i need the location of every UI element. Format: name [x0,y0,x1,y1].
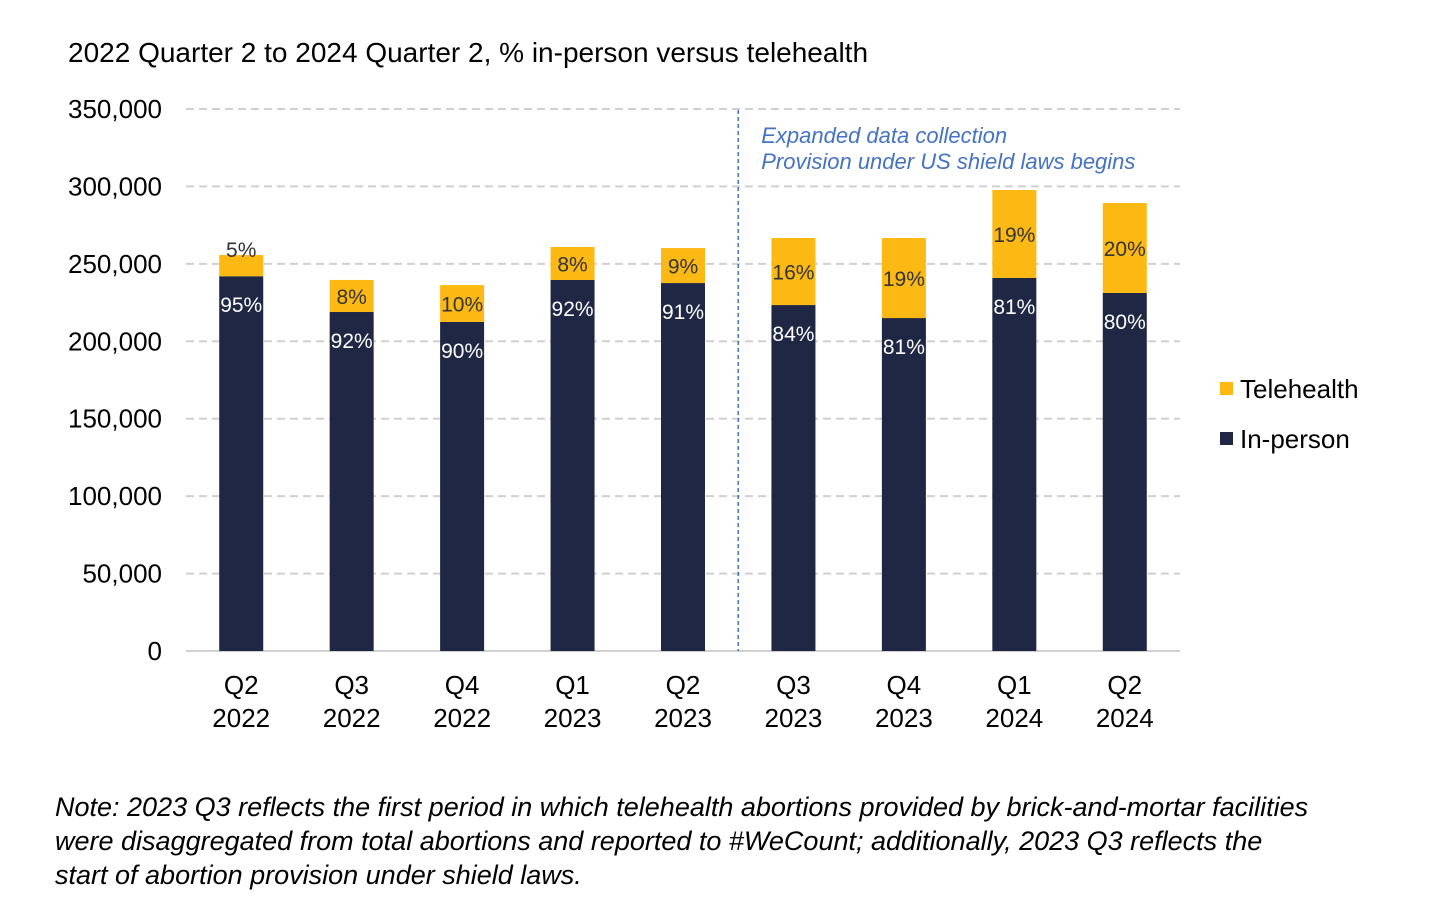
x-tick-label-quarter: Q2 [224,670,259,700]
x-tick-label-quarter: Q1 [555,670,590,700]
x-tick-label-quarter: Q2 [1107,670,1142,700]
in-person-data-label: 92% [552,298,594,321]
x-tick-label-year: 2024 [985,703,1043,733]
bar-in-person [550,279,595,651]
bar-in-person [661,283,705,651]
x-tick-label-year: 2023 [654,703,712,733]
y-axis-ticks: 0 50,000 100,000 150,000 200,000 250,000 300,0… [68,94,162,666]
legend-swatch-in-person [1220,432,1233,445]
telehealth-data-label: 9% [668,256,698,279]
telehealth-data-label: 20% [1104,238,1146,261]
legend-label: In-person [1240,424,1350,454]
legend-label: Telehealth [1240,374,1359,404]
annotation-text: Provision under US shield laws begins [761,149,1135,174]
in-person-data-label: 90% [441,340,483,363]
x-tick-label-year: 2022 [323,703,381,733]
x-tick-label-year: 2024 [1096,703,1154,733]
bar-in-person [771,305,816,651]
x-tick-label-quarter: Q3 [776,670,811,700]
x-tick-label-quarter: Q1 [997,670,1032,700]
telehealth-data-label: 19% [993,224,1035,247]
in-person-data-label: 91% [662,301,704,324]
x-tick-label-year: 2023 [765,703,823,733]
bar-in-person [329,312,374,651]
in-person-data-label: 81% [993,296,1035,319]
y-tick-label: 350,000 [68,94,162,124]
chart-title: 2022 Quarter 2 to 2024 Quarter 2, % in-p… [68,37,868,68]
bar-in-person [881,318,926,651]
y-tick-label: 300,000 [68,171,162,201]
bar-telehealth [550,246,595,280]
telehealth-data-label: 8% [336,286,366,309]
y-tick-label: 250,000 [68,249,162,279]
telehealth-data-label: 5% [226,239,256,262]
x-tick-label-year: 2023 [875,703,933,733]
bar-telehealth [440,285,485,322]
legend: Telehealth In-person [1220,374,1359,454]
telehealth-data-label: 16% [772,262,814,285]
x-tick-label-quarter: Q2 [666,670,701,700]
y-tick-label: 0 [148,636,162,666]
x-tick-label-quarter: Q4 [887,670,922,700]
in-person-data-label: 95% [220,294,262,317]
bar-telehealth [329,279,374,313]
annotation-text: Expanded data collection [761,123,1007,148]
bar-in-person [992,277,1037,651]
note-line-2: were disaggregated from total abortions … [55,826,1262,856]
bar-telehealth [661,248,705,284]
x-axis-ticks: Q22022Q32022Q42022Q12023Q22023Q32023Q420… [212,670,1153,733]
in-person-data-label: 80% [1104,311,1146,334]
bar-telehealth [1102,202,1147,293]
y-tick-label: 50,000 [82,559,162,589]
x-tick-label-year: 2022 [212,703,270,733]
bar-telehealth [881,237,926,319]
bar-in-person [440,321,485,651]
y-tick-label: 150,000 [68,404,162,434]
x-tick-label-quarter: Q4 [445,670,480,700]
x-tick-label-year: 2022 [433,703,491,733]
bars: 95% 5% 92% 8% 90% 10% 92% 8% 91% 9% 84% 16% 81% 19% 81… [219,189,1147,651]
in-person-data-label: 81% [883,336,925,359]
telehealth-data-label: 8% [557,253,587,276]
in-person-data-label: 84% [772,323,814,346]
y-tick-label: 200,000 [68,326,162,356]
x-tick-label-quarter: Q3 [334,670,369,700]
bar-telehealth [771,237,816,306]
bar-telehealth [992,189,1037,278]
bar-in-person [219,276,264,651]
note-line-3: start of abortion provision under shield… [55,860,582,890]
bar-telehealth [219,255,264,277]
note-line-1: Note: 2023 Q3 reflects the first period … [55,792,1308,822]
in-person-data-label: 92% [331,330,373,353]
telehealth-data-label: 19% [883,268,925,291]
legend-swatch-telehealth [1220,382,1233,395]
telehealth-data-label: 10% [441,294,483,317]
x-tick-label-year: 2023 [544,703,602,733]
bar-in-person [1102,292,1147,651]
y-tick-label: 100,000 [68,481,162,511]
